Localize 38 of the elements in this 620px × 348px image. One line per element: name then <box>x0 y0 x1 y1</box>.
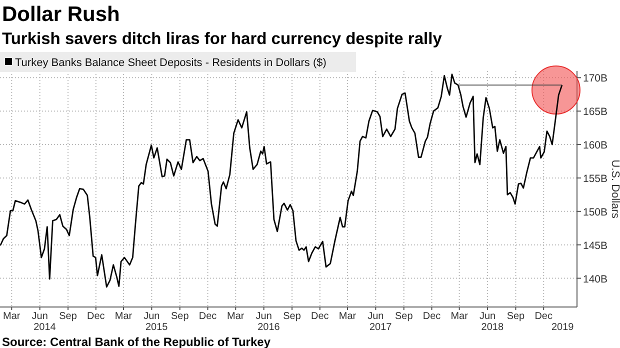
y-tick-label: 165B <box>583 106 608 118</box>
x-tick-label: Jun <box>144 311 160 322</box>
x-tick-label: Jun <box>368 311 384 322</box>
chart-title: Dollar Rush <box>2 3 120 26</box>
x-tick-label: Mar <box>227 311 245 322</box>
x2-tick-label: 2019 <box>551 322 574 333</box>
x-tick-label: Sep <box>283 311 302 322</box>
x-tick-label: Mar <box>338 311 357 322</box>
x-tick-label: Jun <box>256 311 272 322</box>
y-tick-label: 155B <box>583 172 608 185</box>
x2-tick-label: 2017 <box>369 322 392 333</box>
x-tick-label: Sep <box>506 311 526 322</box>
y-tick-label: 160B <box>583 140 608 152</box>
y-axis-title: U.S. Dollars <box>609 160 620 219</box>
x2-tick-label: 2014 <box>34 322 56 333</box>
y-tick-label: 145B <box>583 240 608 252</box>
x-tick-label: Sep <box>394 311 414 322</box>
x2-tick-label: 2016 <box>258 322 280 333</box>
x-tick-label: Jun <box>479 311 496 322</box>
x-tick-label: Sep <box>59 311 78 322</box>
x-tick-label: Mar <box>3 311 21 322</box>
x-tick-label: Dec <box>534 311 552 322</box>
line-series <box>0 74 563 288</box>
x-tick-label: Dec <box>198 311 217 322</box>
x2-tick-label: 2018 <box>481 322 504 333</box>
y-tick-label: 170B <box>583 72 608 85</box>
x2-tick-label: 2015 <box>145 322 168 333</box>
x-tick-label: Mar <box>114 311 133 322</box>
x-tick-label: Jun <box>32 311 48 322</box>
y-tick-label: 150B <box>583 206 608 218</box>
x-tick-label: Mar <box>450 311 469 322</box>
y-tick-label: 140B <box>583 273 608 286</box>
x-tick-label: Dec <box>311 311 329 322</box>
x-tick-label: Sep <box>170 311 190 322</box>
chart-subtitle: Turkish savers ditch liras for hard currency despite rally <box>2 30 443 48</box>
x-tick-label: Dec <box>422 311 441 322</box>
legend-label: Turkey Banks Balance Sheet Deposits - Residents in Dollars ($) <box>15 57 326 69</box>
x-tick-label: Dec <box>87 311 105 322</box>
